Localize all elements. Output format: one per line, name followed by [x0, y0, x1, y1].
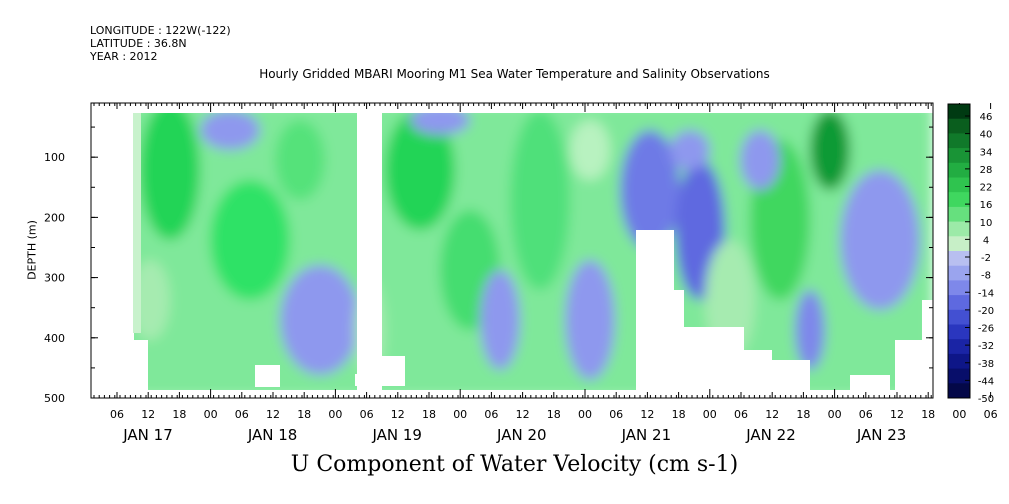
colorbar-label: -2	[981, 253, 991, 264]
colorbar-swatch	[948, 206, 970, 223]
missing-data-mask	[91, 103, 933, 398]
colorbar-swatch	[948, 251, 970, 267]
longitude-label: LONGITUDE : 122W(-122)	[90, 24, 231, 37]
colorbar-label: -44	[978, 376, 994, 387]
colorbar-swatch	[948, 280, 970, 296]
colorbar-swatch	[948, 104, 970, 120]
colorbar-label: 22	[980, 183, 993, 194]
colorbar-swatch	[948, 324, 970, 340]
plot-frame	[90, 102, 934, 399]
x-tick-label: 06	[734, 408, 748, 421]
colorbar-label: 28	[980, 165, 993, 176]
colorbar: 46 40 34 28 22 16 10 4 -2 -8 -14 -20 -26 -32 -38 -44 -50	[947, 103, 994, 405]
x-day-label: JAN 17	[122, 426, 173, 444]
x-tick-label: 06	[484, 408, 498, 421]
x-tick-label: 06	[110, 408, 124, 421]
x-tick-label: 12	[266, 408, 280, 421]
colorbar-swatch	[948, 118, 970, 134]
colorbar-swatch	[948, 368, 970, 384]
colorbar-swatch	[948, 133, 970, 149]
y-tick-label: 500	[44, 392, 65, 405]
colorbar-swatch	[948, 265, 970, 281]
x-tick-label: 12	[765, 408, 779, 421]
colorbar-swatch	[948, 353, 970, 370]
y-tick-label: 100	[44, 151, 65, 164]
colorbar-swatch	[948, 192, 970, 208]
x-tick-label: 06	[360, 408, 374, 421]
chart-main-title: U Component of Water Velocity (cm s-1)	[290, 452, 739, 477]
plot-title: Hourly Gridded MBARI Mooring M1 Sea Wate…	[259, 67, 770, 81]
latitude-label: LATITUDE : 36.8N	[90, 37, 187, 50]
x-tick-label: 06	[609, 408, 623, 421]
colorbar-label: 10	[980, 218, 993, 229]
x-tick-label: 18	[796, 408, 810, 421]
x-tick-label: 18	[297, 408, 311, 421]
colorbar-label: -26	[978, 324, 994, 335]
colorbar-swatch	[948, 383, 970, 399]
metadata-block: LONGITUDE : 122W(-122) LATITUDE : 36.8N …	[90, 24, 231, 63]
x-tick-label: 00	[828, 408, 842, 421]
colorbar-label: 16	[980, 200, 993, 211]
x-tick-label: 18	[172, 408, 186, 421]
colorbar-swatch	[948, 162, 970, 178]
colorbar-swatch	[948, 339, 970, 355]
x-tick-label: 18	[921, 408, 935, 421]
x-tick-label: 18	[422, 408, 436, 421]
y-tick-label: 400	[44, 332, 65, 345]
x-tick-label: 06	[984, 408, 998, 421]
x-day-label: JAN 22	[745, 426, 796, 444]
x-tick-label: 12	[391, 408, 405, 421]
y-tick-label: 200	[44, 211, 65, 224]
x-day-label: JAN 18	[247, 426, 298, 444]
colorbar-label: 4	[983, 235, 989, 246]
colorbar-label: -8	[981, 271, 991, 282]
year-label: YEAR : 2012	[90, 50, 158, 63]
colorbar-label: 34	[980, 147, 993, 158]
colorbar-swatch	[948, 148, 970, 164]
colorbar-label: 46	[980, 112, 993, 123]
colorbar-swatch	[948, 236, 970, 252]
x-tick-label: 00	[328, 408, 342, 421]
x-day-label: JAN 21	[621, 426, 672, 444]
x-tick-label: 00	[578, 408, 592, 421]
x-tick-label: 12	[141, 408, 155, 421]
colorbar-label: -20	[978, 306, 994, 317]
colorbar-label: -38	[978, 359, 994, 370]
colorbar-label: -50	[978, 394, 994, 405]
x-day-label: JAN 20	[496, 426, 547, 444]
x-tick-label: 00	[703, 408, 717, 421]
x-tick-label: 00	[952, 408, 966, 421]
colorbar-label: 40	[980, 130, 993, 141]
x-tick-label: 18	[547, 408, 561, 421]
colorbar-swatch	[948, 309, 970, 325]
colorbar-label: -14	[978, 288, 994, 299]
colorbar-swatch	[948, 177, 970, 193]
heatmap-field	[91, 103, 933, 398]
x-tick-label: 18	[672, 408, 686, 421]
colorbar-label: -32	[978, 341, 994, 352]
y-tick-label: 300	[44, 272, 65, 285]
x-tick-label: 12	[516, 408, 530, 421]
colorbar-swatch	[948, 295, 970, 311]
x-day-label: JAN 19	[371, 426, 422, 444]
x-tick-label: 00	[453, 408, 467, 421]
x-tick-label: 12	[890, 408, 904, 421]
x-tick-label: 12	[640, 408, 654, 421]
x-tick-label: 06	[859, 408, 873, 421]
colorbar-swatch	[948, 221, 970, 237]
x-tick-label: 06	[235, 408, 249, 421]
x-tick-label: 00	[204, 408, 218, 421]
x-day-label: JAN 23	[856, 426, 907, 444]
